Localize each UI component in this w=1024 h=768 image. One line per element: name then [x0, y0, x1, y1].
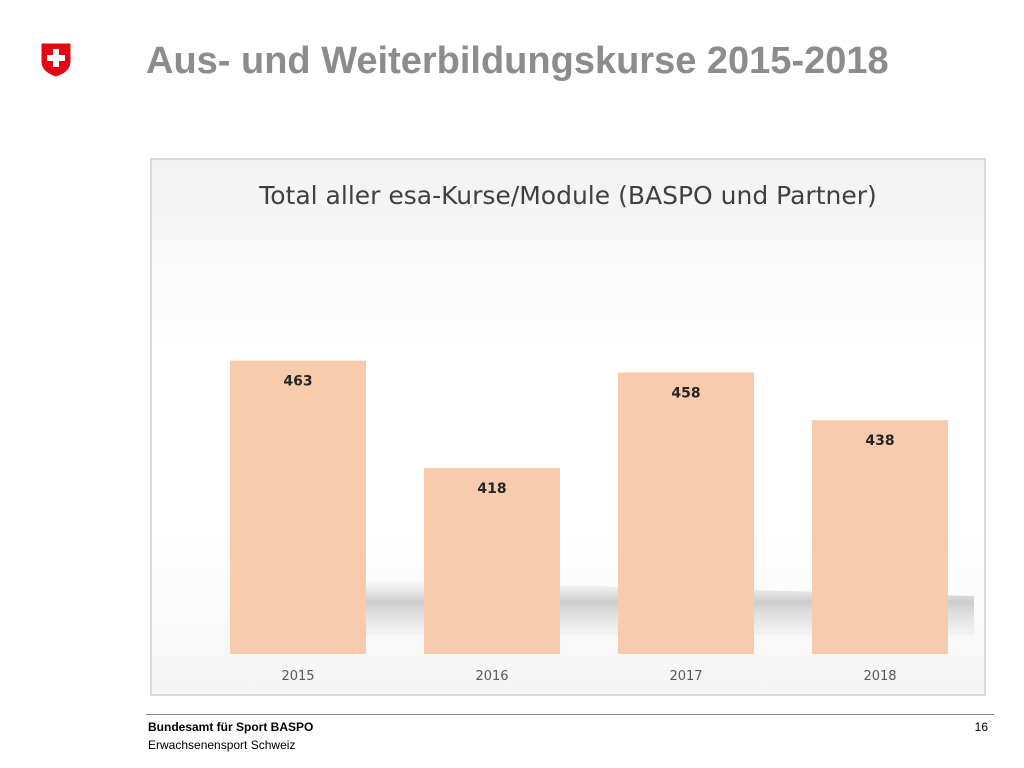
footer-unit: Erwachsenensport Schweiz: [148, 738, 296, 752]
swiss-cross-icon: [40, 42, 72, 78]
data-label-2016: 418: [477, 481, 506, 497]
bar-chart: Total aller esa-Kurse/Module (BASPO und …: [227, 181, 974, 684]
data-label-2015: 463: [283, 374, 312, 390]
footer-divider: [146, 714, 994, 715]
x-tick-label-2015: 2015: [281, 669, 314, 684]
floor-shadow: [227, 580, 974, 635]
x-tick-label-2017: 2017: [669, 669, 702, 684]
bar-2015: [230, 360, 366, 654]
data-label-2018: 438: [865, 433, 894, 449]
chart-frame: Total aller esa-Kurse/Module (BASPO und …: [150, 158, 986, 696]
page-title: Aus- und Weiterbildungskurse 2015-2018: [146, 40, 889, 82]
chart-title: Total aller esa-Kurse/Module (BASPO und …: [258, 181, 877, 210]
bar-2018: [812, 420, 948, 654]
footer-organization: Bundesamt für Sport BASPO: [148, 720, 314, 734]
bar-2017: [618, 372, 754, 654]
bar-2016: [424, 467, 560, 654]
page-number: 16: [974, 720, 988, 734]
x-tick-label-2018: 2018: [863, 669, 896, 684]
x-tick-label-2016: 2016: [475, 669, 508, 684]
data-label-2017: 458: [671, 385, 700, 401]
